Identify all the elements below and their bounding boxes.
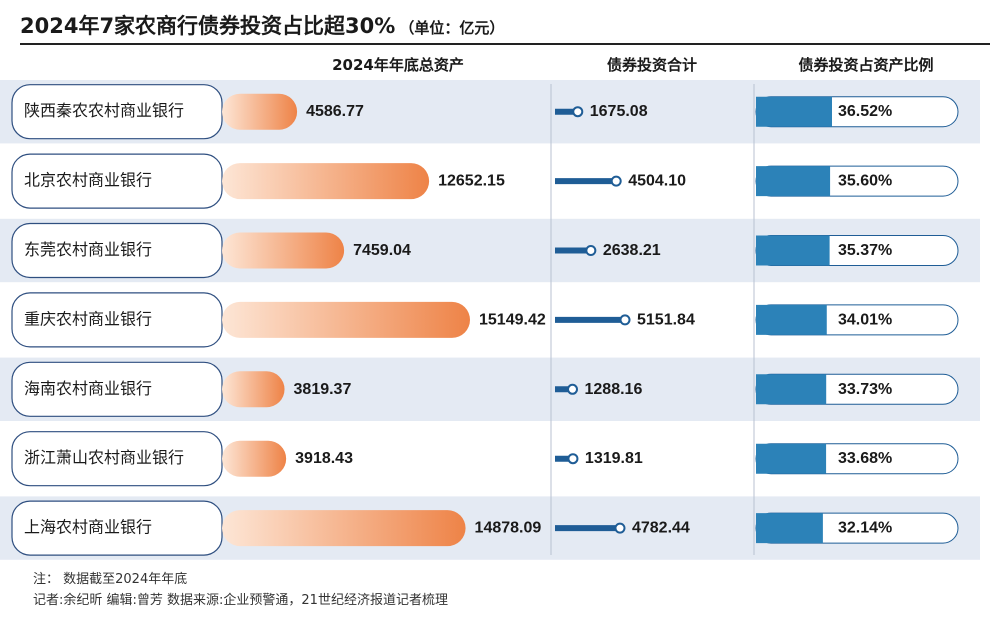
title-text: 2024年7家农商行债券投资占比超30% — [20, 14, 396, 38]
ratio-value-label: 35.60% — [838, 173, 892, 190]
asset-value-label: 7459.04 — [353, 242, 411, 259]
asset-bar — [222, 232, 345, 269]
bank-name: 海南农村商业银行 — [24, 380, 152, 398]
asset-value-label: 15149.42 — [479, 311, 546, 328]
asset-bar — [222, 301, 470, 338]
ratio-bar — [756, 513, 823, 544]
bond-value-label: 2638.21 — [603, 242, 661, 259]
bond-value-label: 1675.08 — [590, 103, 648, 120]
bank-name: 东莞农村商业银行 — [24, 241, 152, 259]
ratio-value-label: 34.01% — [838, 311, 892, 328]
ratio-value-label: 35.37% — [838, 242, 892, 259]
title-divider — [20, 43, 990, 45]
header-bonds: 债券投资合计 — [606, 56, 697, 74]
asset-bar — [222, 440, 287, 477]
data-rows: 陕西秦农农村商业银行 4586.77 1675.08 36.52% 北京农村商业银行 12… — [11, 84, 959, 556]
bank-name: 北京农村商业银行 — [24, 172, 152, 190]
bond-endpoint — [567, 453, 579, 465]
bond-value-label: 4782.44 — [632, 520, 690, 537]
bond-endpoint — [610, 175, 622, 187]
header-ratio: 债券投资占资产比例 — [798, 56, 934, 74]
ratio-value-label: 33.73% — [838, 381, 892, 398]
bond-value-label: 4504.10 — [628, 173, 686, 190]
asset-value-label: 3918.43 — [295, 450, 353, 467]
unit-label: （单位：亿元） — [399, 19, 505, 37]
bank-name: 上海农村商业银行 — [24, 519, 152, 537]
bond-value-label: 5151.84 — [637, 311, 695, 328]
chart-title: 2024年7家农商行债券投资占比超30% （单位：亿元） — [20, 10, 504, 40]
asset-bar — [222, 510, 466, 547]
ratio-value-label: 33.68% — [838, 450, 892, 467]
ratio-value-label: 36.52% — [838, 103, 892, 120]
ratio-bar — [756, 443, 827, 474]
ratio-bar — [756, 374, 827, 405]
asset-value-label: 12652.15 — [438, 173, 505, 190]
bond-endpoint — [572, 106, 584, 118]
asset-value-label: 4586.77 — [306, 103, 364, 120]
header-assets: 2024年年底总资产 — [332, 56, 464, 74]
asset-bar — [222, 93, 298, 130]
ratio-bar — [756, 166, 831, 197]
ratio-bar — [756, 304, 827, 335]
bond-endpoint — [585, 245, 597, 256]
asset-value-label: 14878.09 — [475, 520, 542, 537]
bond-endpoint — [614, 522, 626, 534]
footnote: 注： 数据截至2024年年底 — [33, 572, 188, 587]
ratio-value-label: 32.14% — [838, 520, 892, 537]
asset-bar — [222, 163, 430, 200]
bank-name: 重庆农村商业银行 — [24, 310, 152, 328]
bond-value-label: 1319.81 — [585, 450, 643, 467]
bank-name: 浙江萧山农村商业银行 — [24, 449, 184, 467]
ratio-bar — [756, 96, 832, 127]
asset-value-label: 3819.37 — [294, 381, 352, 398]
bond-value-label: 1288.16 — [585, 381, 643, 398]
asset-bar — [222, 371, 285, 408]
bond-endpoint — [619, 314, 631, 326]
bond-endpoint — [567, 383, 579, 395]
credits: 记者:余纪昕 编辑:曾芳 数据来源:企业预警通，21世纪经济报道记者梳理 — [33, 593, 448, 608]
bank-name: 陕西秦农农村商业银行 — [24, 102, 184, 120]
ratio-bar — [756, 235, 830, 266]
